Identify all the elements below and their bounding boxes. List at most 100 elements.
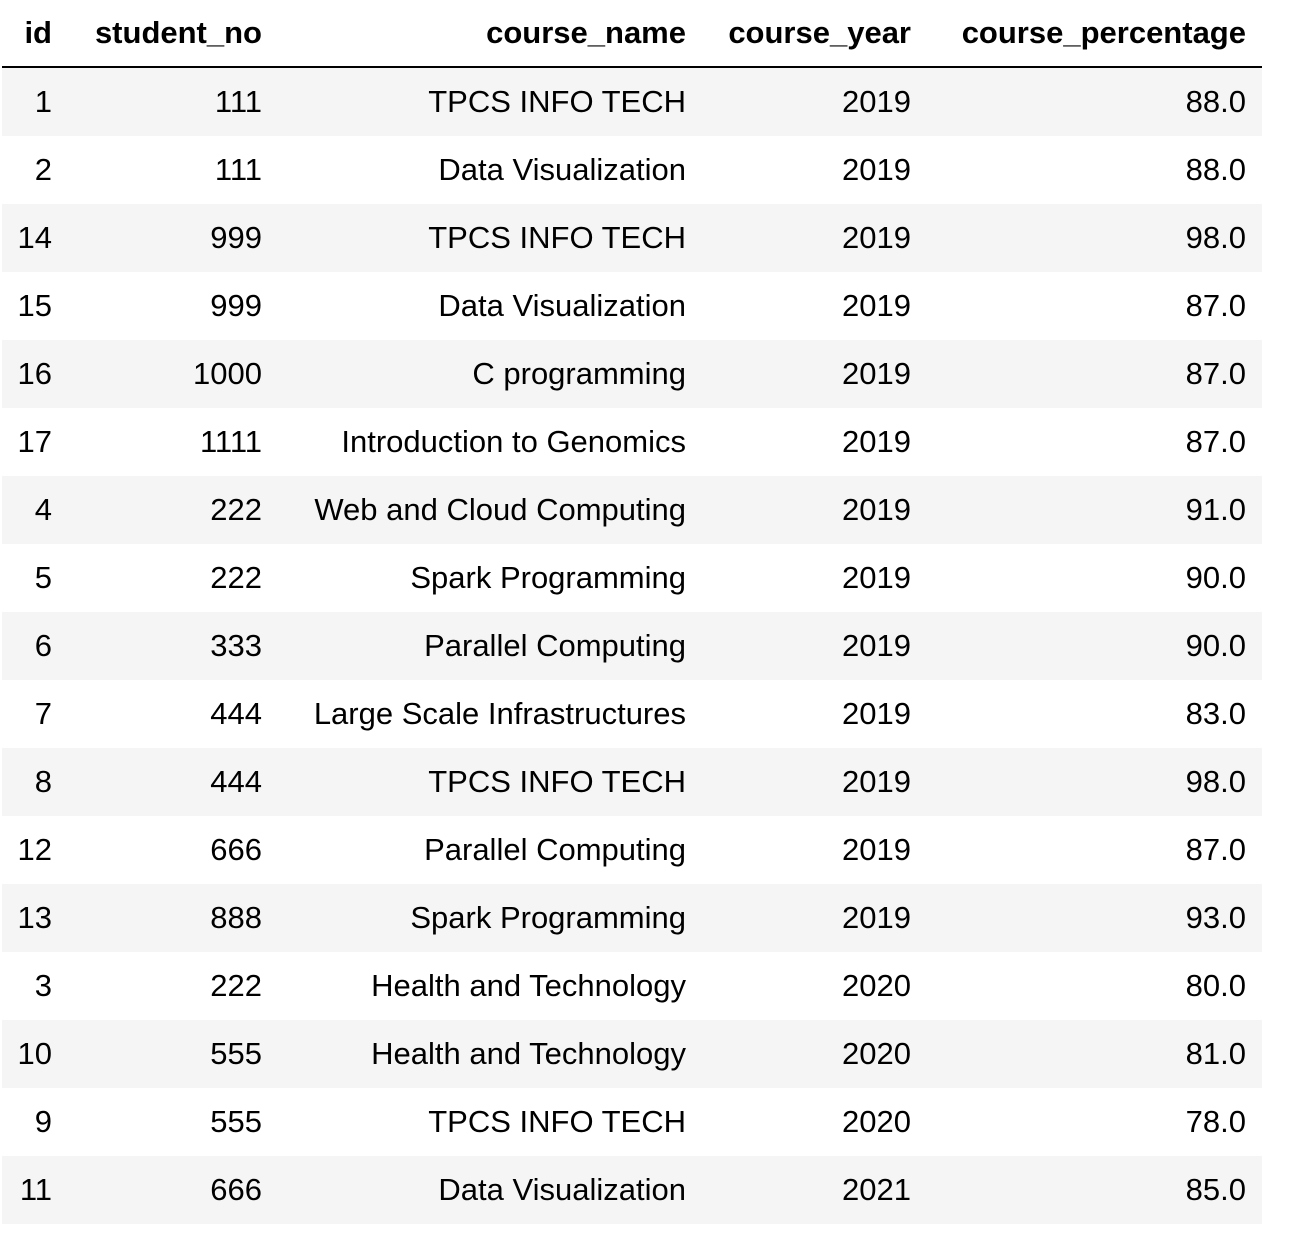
cell-id: 11: [2, 1156, 68, 1224]
cell-course-name: Web and Cloud Computing: [278, 476, 702, 544]
cell-course-year: 2019: [702, 748, 927, 816]
cell-student-no: 1000: [68, 340, 278, 408]
cell-id: 4: [2, 476, 68, 544]
cell-student-no: 666: [68, 816, 278, 884]
cell-student-no: 1111: [68, 408, 278, 476]
cell-course-percentage: 85.0: [927, 1156, 1262, 1224]
cell-student-no: 111: [68, 67, 278, 136]
cell-course-name: TPCS INFO TECH: [278, 1088, 702, 1156]
cell-course-percentage: 80.0: [927, 952, 1262, 1020]
cell-student-no: 888: [68, 884, 278, 952]
cell-id: 1: [2, 67, 68, 136]
cell-id: 15: [2, 272, 68, 340]
table-body: 1 111 TPCS INFO TECH 2019 88.0 2 111 Data Visua…: [2, 67, 1262, 1224]
cell-student-no: 555: [68, 1020, 278, 1088]
cell-course-percentage: 98.0: [927, 748, 1262, 816]
cell-student-no: 333: [68, 612, 278, 680]
cell-id: 5: [2, 544, 68, 612]
cell-student-no: 999: [68, 204, 278, 272]
dataframe-table: id student_no course_name course_year co…: [2, 0, 1262, 1224]
cell-course-name: C programming: [278, 340, 702, 408]
cell-course-year: 2020: [702, 952, 927, 1020]
cell-student-no: 222: [68, 952, 278, 1020]
cell-course-year: 2019: [702, 408, 927, 476]
cell-student-no: 222: [68, 476, 278, 544]
cell-course-percentage: 87.0: [927, 272, 1262, 340]
column-header-student-no: student_no: [68, 0, 278, 68]
table-row: 8 444 TPCS INFO TECH 2019 98.0: [2, 748, 1262, 816]
cell-id: 3: [2, 952, 68, 1020]
cell-course-percentage: 83.0: [927, 680, 1262, 748]
cell-id: 17: [2, 408, 68, 476]
cell-course-percentage: 87.0: [927, 816, 1262, 884]
table-row: 11 666 Data Visualization 2021 85.0: [2, 1156, 1262, 1224]
cell-course-name: Health and Technology: [278, 952, 702, 1020]
cell-id: 10: [2, 1020, 68, 1088]
cell-course-name: TPCS INFO TECH: [278, 748, 702, 816]
cell-course-percentage: 91.0: [927, 476, 1262, 544]
cell-course-name: Parallel Computing: [278, 816, 702, 884]
table-row: 3 222 Health and Technology 2020 80.0: [2, 952, 1262, 1020]
cell-course-year: 2019: [702, 544, 927, 612]
cell-course-name: TPCS INFO TECH: [278, 204, 702, 272]
cell-course-year: 2019: [702, 204, 927, 272]
cell-course-year: 2019: [702, 680, 927, 748]
table-row: 6 333 Parallel Computing 2019 90.0: [2, 612, 1262, 680]
cell-course-year: 2019: [702, 136, 927, 204]
cell-course-percentage: 93.0: [927, 884, 1262, 952]
cell-student-no: 222: [68, 544, 278, 612]
table-row: 1 111 TPCS INFO TECH 2019 88.0: [2, 67, 1262, 136]
cell-student-no: 999: [68, 272, 278, 340]
cell-course-percentage: 88.0: [927, 136, 1262, 204]
cell-id: 8: [2, 748, 68, 816]
column-header-course-percentage: course_percentage: [927, 0, 1262, 68]
cell-course-name: Data Visualization: [278, 272, 702, 340]
cell-student-no: 444: [68, 748, 278, 816]
table-row: 17 1111 Introduction to Genomics 2019 87.0: [2, 408, 1262, 476]
table-row: 12 666 Parallel Computing 2019 87.0: [2, 816, 1262, 884]
cell-course-name: Large Scale Infrastructures: [278, 680, 702, 748]
column-header-id: id: [2, 0, 68, 68]
cell-course-name: Spark Programming: [278, 544, 702, 612]
cell-course-percentage: 90.0: [927, 544, 1262, 612]
cell-course-percentage: 81.0: [927, 1020, 1262, 1088]
cell-course-percentage: 87.0: [927, 340, 1262, 408]
cell-id: 2: [2, 136, 68, 204]
cell-id: 9: [2, 1088, 68, 1156]
cell-course-year: 2019: [702, 612, 927, 680]
table-row: 4 222 Web and Cloud Computing 2019 91.0: [2, 476, 1262, 544]
cell-id: 16: [2, 340, 68, 408]
cell-course-name: Introduction to Genomics: [278, 408, 702, 476]
cell-student-no: 111: [68, 136, 278, 204]
table-row: 13 888 Spark Programming 2019 93.0: [2, 884, 1262, 952]
table-row: 2 111 Data Visualization 2019 88.0: [2, 136, 1262, 204]
table-header: id student_no course_name course_year co…: [2, 0, 1262, 68]
cell-id: 14: [2, 204, 68, 272]
cell-course-name: Health and Technology: [278, 1020, 702, 1088]
cell-id: 13: [2, 884, 68, 952]
table-row: 14 999 TPCS INFO TECH 2019 98.0: [2, 204, 1262, 272]
column-header-course-year: course_year: [702, 0, 927, 68]
cell-course-name: Data Visualization: [278, 136, 702, 204]
cell-course-name: Parallel Computing: [278, 612, 702, 680]
cell-course-name: Spark Programming: [278, 884, 702, 952]
table-row: 7 444 Large Scale Infrastructures 2019 83.0: [2, 680, 1262, 748]
cell-student-no: 444: [68, 680, 278, 748]
cell-course-year: 2021: [702, 1156, 927, 1224]
cell-id: 6: [2, 612, 68, 680]
cell-id: 12: [2, 816, 68, 884]
cell-course-year: 2019: [702, 476, 927, 544]
cell-course-percentage: 88.0: [927, 67, 1262, 136]
header-row: id student_no course_name course_year co…: [2, 0, 1262, 68]
table-row: 16 1000 C programming 2019 87.0: [2, 340, 1262, 408]
cell-course-year: 2019: [702, 884, 927, 952]
cell-course-percentage: 78.0: [927, 1088, 1262, 1156]
cell-course-percentage: 90.0: [927, 612, 1262, 680]
cell-student-no: 666: [68, 1156, 278, 1224]
table-row: 9 555 TPCS INFO TECH 2020 78.0: [2, 1088, 1262, 1156]
cell-course-percentage: 98.0: [927, 204, 1262, 272]
cell-course-percentage: 87.0: [927, 408, 1262, 476]
cell-course-year: 2019: [702, 340, 927, 408]
cell-id: 7: [2, 680, 68, 748]
table-row: 10 555 Health and Technology 2020 81.0: [2, 1020, 1262, 1088]
